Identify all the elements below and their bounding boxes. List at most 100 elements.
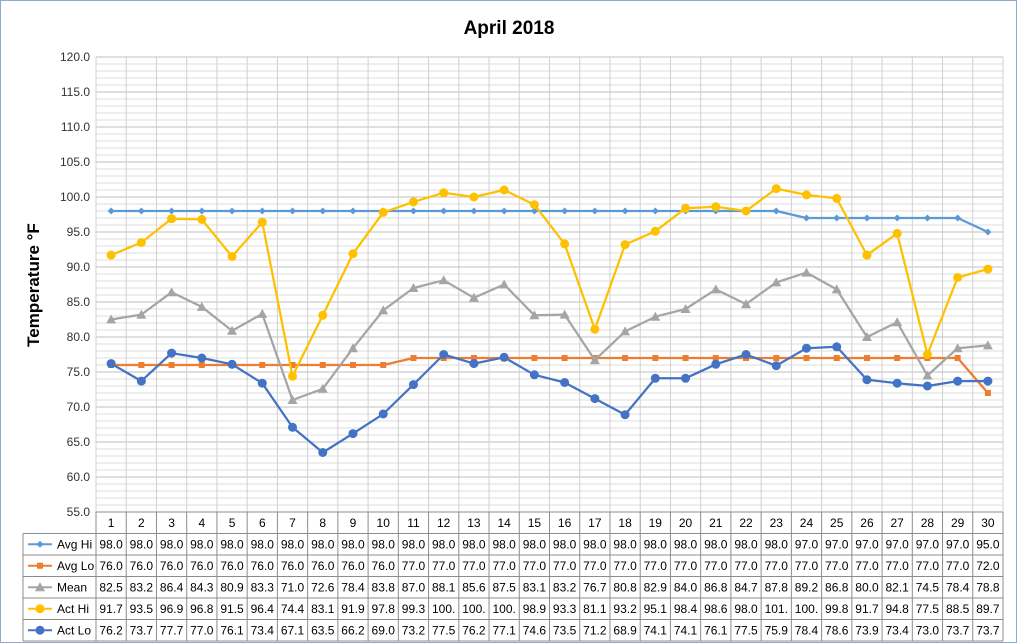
table-cell: 98.0 — [644, 538, 668, 552]
gridlines — [95, 56, 1004, 513]
data-point — [953, 376, 963, 386]
x-tick-label: 10 — [377, 516, 391, 530]
data-point — [198, 362, 205, 368]
table-cell: 80.0 — [855, 581, 879, 595]
data-point — [257, 217, 267, 227]
x-tick-label: 16 — [558, 516, 572, 530]
table-cell: 78.4 — [341, 581, 365, 595]
data-point — [408, 197, 418, 207]
table-cell: 87.5 — [492, 581, 516, 595]
data-point — [106, 250, 116, 260]
data-point — [893, 214, 901, 222]
table-cell: 77.0 — [432, 559, 456, 573]
data-point — [318, 448, 328, 457]
legend-label: Avg Hi — [57, 538, 92, 552]
data-point — [137, 207, 145, 215]
table-cell: 76.0 — [281, 559, 305, 573]
data-point — [287, 395, 298, 404]
table-cell: 81.1 — [583, 602, 607, 616]
x-tick-label: 19 — [649, 516, 663, 530]
data-point — [801, 190, 811, 200]
series-act-hi — [106, 184, 993, 381]
table-cell: 91.9 — [341, 602, 365, 616]
data-point — [136, 238, 146, 247]
table-cell: 89.2 — [795, 581, 819, 595]
data-point — [984, 390, 991, 396]
data-point — [167, 214, 177, 224]
data-point — [378, 305, 389, 315]
data-point — [257, 378, 267, 388]
data-point — [832, 193, 842, 203]
table-cell: 73.7 — [946, 624, 970, 638]
table-cell: 71.0 — [281, 581, 305, 595]
table-cell: 76.0 — [251, 559, 275, 573]
table-cell: 66.2 — [341, 624, 365, 638]
data-point — [894, 355, 901, 361]
table-cell: 76.0 — [372, 559, 396, 573]
table-cell: 76.0 — [341, 559, 365, 573]
table-cell: 76.1 — [220, 624, 244, 638]
table-cell: 77.1 — [492, 624, 516, 638]
y-tick-label: 55.0 — [67, 505, 91, 519]
table-cell: 93.5 — [130, 602, 154, 616]
table-cell: 91.7 — [855, 602, 879, 616]
data-point — [36, 540, 44, 548]
series-act-lo — [106, 342, 993, 457]
x-tick-label: 12 — [437, 516, 451, 530]
data-point — [984, 228, 992, 236]
table-cell: 83.3 — [251, 581, 275, 595]
table-cell: 73.9 — [855, 624, 879, 638]
data-point — [801, 267, 812, 277]
data-point — [107, 207, 115, 215]
series-mean — [106, 267, 993, 404]
table-cell: 77.0 — [402, 559, 426, 573]
table-cell: 98.0 — [583, 538, 607, 552]
table-cell: 88.1 — [432, 581, 456, 595]
table-cell: 83.2 — [553, 581, 577, 595]
table-cell: 73.7 — [130, 624, 154, 638]
data-point — [741, 206, 751, 216]
data-point — [772, 207, 780, 215]
table-cell: 77.0 — [734, 559, 758, 573]
x-tick-label: 29 — [951, 516, 965, 530]
x-tick-label: 20 — [679, 516, 693, 530]
data-point — [439, 350, 449, 359]
y-tick-label: 85.0 — [67, 295, 91, 309]
x-tick-label: 30 — [981, 516, 995, 530]
x-tick-label: 24 — [800, 516, 814, 530]
y-tick-label: 120.0 — [60, 50, 90, 64]
table-cell: 72.6 — [311, 581, 335, 595]
data-point — [440, 207, 448, 215]
data-point — [37, 562, 43, 569]
table-cell: 101. — [765, 602, 788, 616]
data-point — [620, 240, 630, 250]
legend-key — [28, 625, 52, 635]
table-cell: 76.0 — [160, 559, 184, 573]
data-point — [106, 314, 117, 324]
table-cell: 98.0 — [734, 602, 758, 616]
table-cell: 74.5 — [916, 581, 940, 595]
data-point — [409, 207, 417, 215]
table-cell: 98.0 — [613, 538, 637, 552]
table-cell: 77.5 — [432, 624, 456, 638]
table-cell: 77.0 — [644, 559, 668, 573]
data-point — [862, 250, 872, 260]
table-cell: 82.9 — [644, 581, 668, 595]
table-cell: 77.5 — [734, 624, 758, 638]
legend-label: Avg Lo — [57, 559, 94, 573]
data-point — [650, 311, 661, 321]
table-cell: 97.0 — [825, 538, 849, 552]
table-cell: 87.8 — [765, 581, 789, 595]
data-point — [196, 301, 207, 311]
table-cell: 100. — [492, 602, 515, 616]
data-point — [348, 429, 358, 439]
table-cell: 99.3 — [402, 602, 426, 616]
data-point — [861, 332, 872, 341]
data-point — [197, 353, 207, 363]
table-cell: 86.8 — [825, 581, 849, 595]
table-cell: 99.8 — [825, 602, 849, 616]
legend-key — [28, 582, 52, 592]
x-tick-label: 22 — [739, 516, 753, 530]
x-tick-label: 17 — [588, 516, 602, 530]
table-cell: 68.9 — [613, 624, 637, 638]
